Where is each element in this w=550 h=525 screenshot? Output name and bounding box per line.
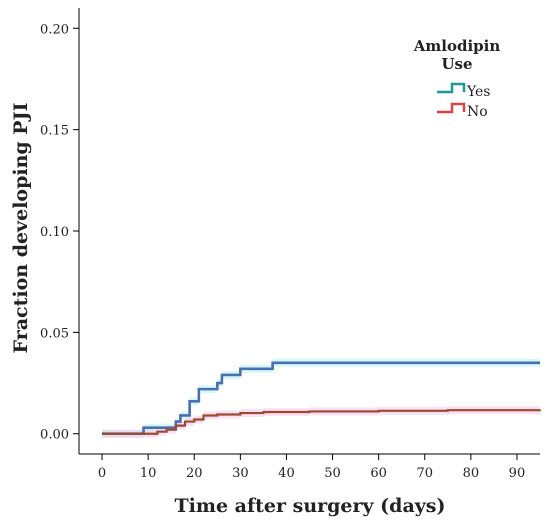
legend-symbol-no: [437, 102, 466, 114]
x-tick-label: 40: [278, 466, 295, 481]
x-tick-label: 90: [509, 466, 526, 481]
y-tick-label: 0.15: [40, 124, 69, 139]
x-tick-label: 0: [98, 466, 106, 481]
series-line-yes: [102, 361, 540, 436]
y-axis-title: Fraction developing PJI: [10, 102, 32, 353]
series-line-no: [102, 409, 542, 435]
legend-label-yes: Yes: [466, 84, 491, 100]
y-tick-label: 0.20: [40, 22, 69, 37]
x-tick-label: 50: [324, 466, 341, 481]
x-tick-label: 30: [232, 466, 249, 481]
y-tick-label: 0.05: [40, 326, 69, 341]
ci-band-no: [102, 405, 541, 438]
y-tick-label: 0.00: [40, 428, 69, 443]
y-tick-label: 0.10: [40, 225, 69, 240]
x-tick-label: 70: [416, 466, 433, 481]
x-tick-label: 20: [186, 466, 203, 481]
x-tick-label: 80: [463, 466, 480, 481]
legend-symbol-yes: [437, 82, 466, 94]
legend: Amlodipin Use Yes No: [413, 37, 501, 120]
axes: Time after surgery (days) Fraction devel…: [10, 8, 540, 517]
x-axis-title: Time after surgery (days): [174, 495, 445, 517]
legend-title-line1: Amlodipin: [413, 37, 501, 55]
plot-area: [102, 358, 542, 438]
x-tick-label: 60: [370, 466, 387, 481]
x-tick-label: 10: [140, 466, 157, 481]
legend-label-no: No: [467, 104, 488, 120]
legend-title-line2: Use: [441, 55, 472, 73]
